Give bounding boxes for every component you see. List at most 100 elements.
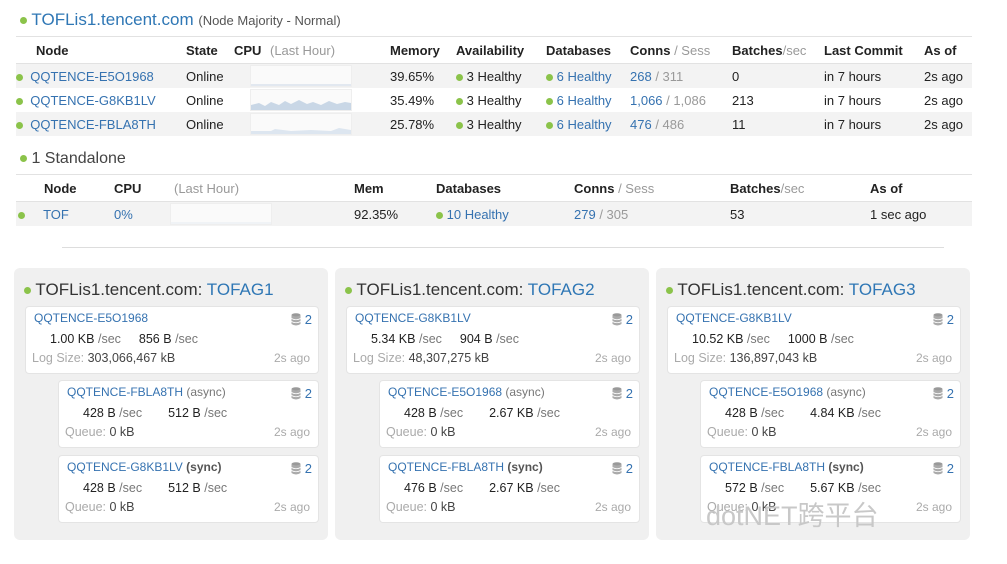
- primary-replica-card[interactable]: QQTENCE-G8KB1LV 2 5.34 KB /sec 904 B /sec Lo…: [346, 306, 640, 374]
- database-count[interactable]: 2: [612, 386, 633, 401]
- cluster-nodes-table: Node State CPU (Last Hour) Memory Availa…: [16, 36, 972, 136]
- queue-value: 0 kB: [751, 500, 777, 514]
- database-count[interactable]: 2: [612, 461, 633, 476]
- standalone-table: Node CPU (Last Hour) Mem Databases Conns…: [16, 174, 972, 226]
- col-as-of: As of: [870, 174, 972, 202]
- updated-ago: 2s ago: [915, 351, 952, 365]
- node-link[interactable]: TOF: [43, 206, 69, 222]
- availability-cell[interactable]: 3 Healthy: [456, 88, 546, 112]
- replica-mode: (async): [826, 385, 866, 399]
- database-count[interactable]: 2: [612, 312, 633, 327]
- table-row[interactable]: TOF 0% 92.35% 10 Healthy 279 / 305 53 1 …: [16, 201, 972, 226]
- col-mem: Mem: [354, 174, 436, 202]
- replica-node-link[interactable]: QQTENCE-E5O1968: [34, 311, 149, 325]
- secondary-replica-card[interactable]: QQTENCE-FBLA8TH (sync) 2 476 B /sec 2.67 KB…: [379, 455, 640, 523]
- replica-mode: (sync): [507, 460, 543, 474]
- databases-dot-icon: [546, 97, 553, 105]
- col-cpu: CPU: [234, 36, 270, 64]
- replica-node-link[interactable]: QQTENCE-FBLA8TH (async): [67, 385, 226, 399]
- state-cell: Online: [186, 112, 234, 136]
- secondary-replica-card[interactable]: QQTENCE-FBLA8TH (async) 2 428 B /sec 512 B …: [58, 380, 319, 448]
- database-count[interactable]: 2: [933, 312, 954, 327]
- col-node: Node: [16, 174, 114, 202]
- col-batches-label: Batches: [730, 180, 781, 196]
- secondary-replica-card[interactable]: QQTENCE-G8KB1LV (sync) 2 428 B /sec 512 B /…: [58, 455, 319, 523]
- col-last-commit: Last Commit: [824, 36, 924, 64]
- col-batches-unit: /sec: [782, 42, 807, 58]
- node-link[interactable]: QQTENCE-E5O1968: [30, 68, 154, 84]
- database-count[interactable]: 2: [291, 386, 312, 401]
- group-name-link[interactable]: TOFAG1: [206, 280, 274, 299]
- replica-node-link[interactable]: QQTENCE-FBLA8TH (sync): [709, 460, 864, 474]
- replica-node-name[interactable]: QQTENCE-G8KB1LV: [67, 460, 183, 474]
- databases-dot-icon: [546, 73, 553, 81]
- receive-rate: 512 B: [168, 406, 201, 420]
- replica-rates: 572 B /sec 5.67 KB /sec: [725, 481, 881, 495]
- databases-cell[interactable]: 10 Healthy: [436, 201, 574, 226]
- status-dot-icon: [16, 121, 23, 129]
- replica-node-link[interactable]: QQTENCE-G8KB1LV (sync): [67, 460, 222, 474]
- batches-cell: 0: [732, 63, 824, 88]
- secondary-replica-card[interactable]: QQTENCE-E5O1968 (async) 2 428 B /sec 2.67 K…: [379, 380, 640, 448]
- database-count[interactable]: 2: [291, 312, 312, 327]
- node-link[interactable]: QQTENCE-FBLA8TH: [30, 116, 156, 132]
- databases-cell[interactable]: 6 Healthy: [546, 112, 630, 136]
- queue-size: Queue: 0 kB: [707, 500, 777, 514]
- queue-value: 0 kB: [430, 500, 456, 514]
- state-cell: Online: [186, 92, 224, 108]
- secondary-replica-card[interactable]: QQTENCE-FBLA8TH (sync) 2 572 B /sec 5.67 KB…: [700, 455, 961, 523]
- database-count[interactable]: 2: [933, 461, 954, 476]
- availability-cell[interactable]: 3 Healthy: [456, 63, 546, 88]
- receive-rate: 856 B: [138, 332, 172, 346]
- group-name-link[interactable]: TOFAG2: [527, 280, 595, 299]
- receive-rate-unit: /sec: [204, 406, 228, 420]
- group-status-dot-icon: [24, 287, 31, 295]
- primary-replica-card[interactable]: QQTENCE-G8KB1LV 2 10.52 KB /sec 1000 B /sec…: [667, 306, 961, 374]
- replica-node-name[interactable]: QQTENCE-FBLA8TH: [709, 460, 826, 474]
- status-dot-icon: [16, 73, 23, 81]
- receive-rate-unit: /sec: [537, 481, 560, 495]
- databases-link[interactable]: 10 Healthy: [446, 206, 509, 222]
- databases-link[interactable]: 6 Healthy: [556, 68, 612, 84]
- updated-ago: 2s ago: [594, 500, 631, 514]
- log-size: Log Size: 136,897,043 kB: [674, 351, 817, 365]
- group-name-link[interactable]: TOFAG3: [848, 280, 916, 299]
- col-conns: Conns / Sess: [630, 36, 732, 64]
- replica-node-name[interactable]: QQTENCE-FBLA8TH: [388, 460, 505, 474]
- receive-rate-unit: /sec: [175, 332, 198, 346]
- availability-cell[interactable]: 3 Healthy: [456, 112, 546, 136]
- replica-node-link[interactable]: QQTENCE-G8KB1LV: [676, 311, 792, 325]
- replica-node-link[interactable]: QQTENCE-E5O1968 (async): [709, 385, 866, 399]
- cluster-name[interactable]: TOFLis1.tencent.com: [31, 10, 194, 29]
- database-count[interactable]: 2: [291, 461, 312, 476]
- table-row[interactable]: QQTENCE-FBLA8TH Online 25.78% 3 Healthy …: [16, 112, 972, 136]
- node-link[interactable]: QQTENCE-G8KB1LV: [30, 92, 156, 108]
- group-cluster-prefix: TOFLis1.tencent.com:: [677, 280, 845, 299]
- databases-cell[interactable]: 6 Healthy: [546, 88, 630, 112]
- replica-node-name[interactable]: QQTENCE-E5O1968: [709, 385, 824, 399]
- database-icon: [612, 313, 622, 326]
- databases-link[interactable]: 6 Healthy: [556, 116, 612, 132]
- table-row[interactable]: QQTENCE-E5O1968 Online 39.65% 3 Healthy …: [16, 63, 972, 88]
- table-row[interactable]: QQTENCE-G8KB1LV Online 35.49% 3 Healthy …: [16, 88, 972, 112]
- cluster-title: TOFLis1.tencent.com (Node Majority - Nor…: [20, 10, 341, 30]
- replica-node-name[interactable]: QQTENCE-FBLA8TH: [67, 385, 184, 399]
- cpu-value: 0%: [114, 206, 133, 222]
- col-state: State: [186, 36, 234, 64]
- replica-node-link[interactable]: QQTENCE-E5O1968 (async): [388, 385, 545, 399]
- database-count[interactable]: 2: [933, 386, 954, 401]
- queue-value: 0 kB: [109, 425, 135, 439]
- primary-replica-card[interactable]: QQTENCE-E5O1968 2 1.00 KB /sec 856 B /sec Lo…: [25, 306, 319, 374]
- updated-ago: 2s ago: [273, 351, 310, 365]
- queue-value: 0 kB: [109, 500, 135, 514]
- availability-dot-icon: [456, 121, 463, 129]
- replica-node-link[interactable]: QQTENCE-G8KB1LV: [355, 311, 471, 325]
- log-size-value: 303,066,467 kB: [87, 351, 176, 365]
- receive-rate: 5.67 KB: [810, 481, 855, 495]
- standalone-header-row: Node CPU (Last Hour) Mem Databases Conns…: [16, 174, 972, 202]
- databases-link[interactable]: 6 Healthy: [556, 92, 612, 108]
- databases-cell[interactable]: 6 Healthy: [546, 63, 630, 88]
- secondary-replica-card[interactable]: QQTENCE-E5O1968 (async) 2 428 B /sec 4.84 K…: [700, 380, 961, 448]
- replica-node-name[interactable]: QQTENCE-E5O1968: [388, 385, 503, 399]
- replica-node-link[interactable]: QQTENCE-FBLA8TH (sync): [388, 460, 543, 474]
